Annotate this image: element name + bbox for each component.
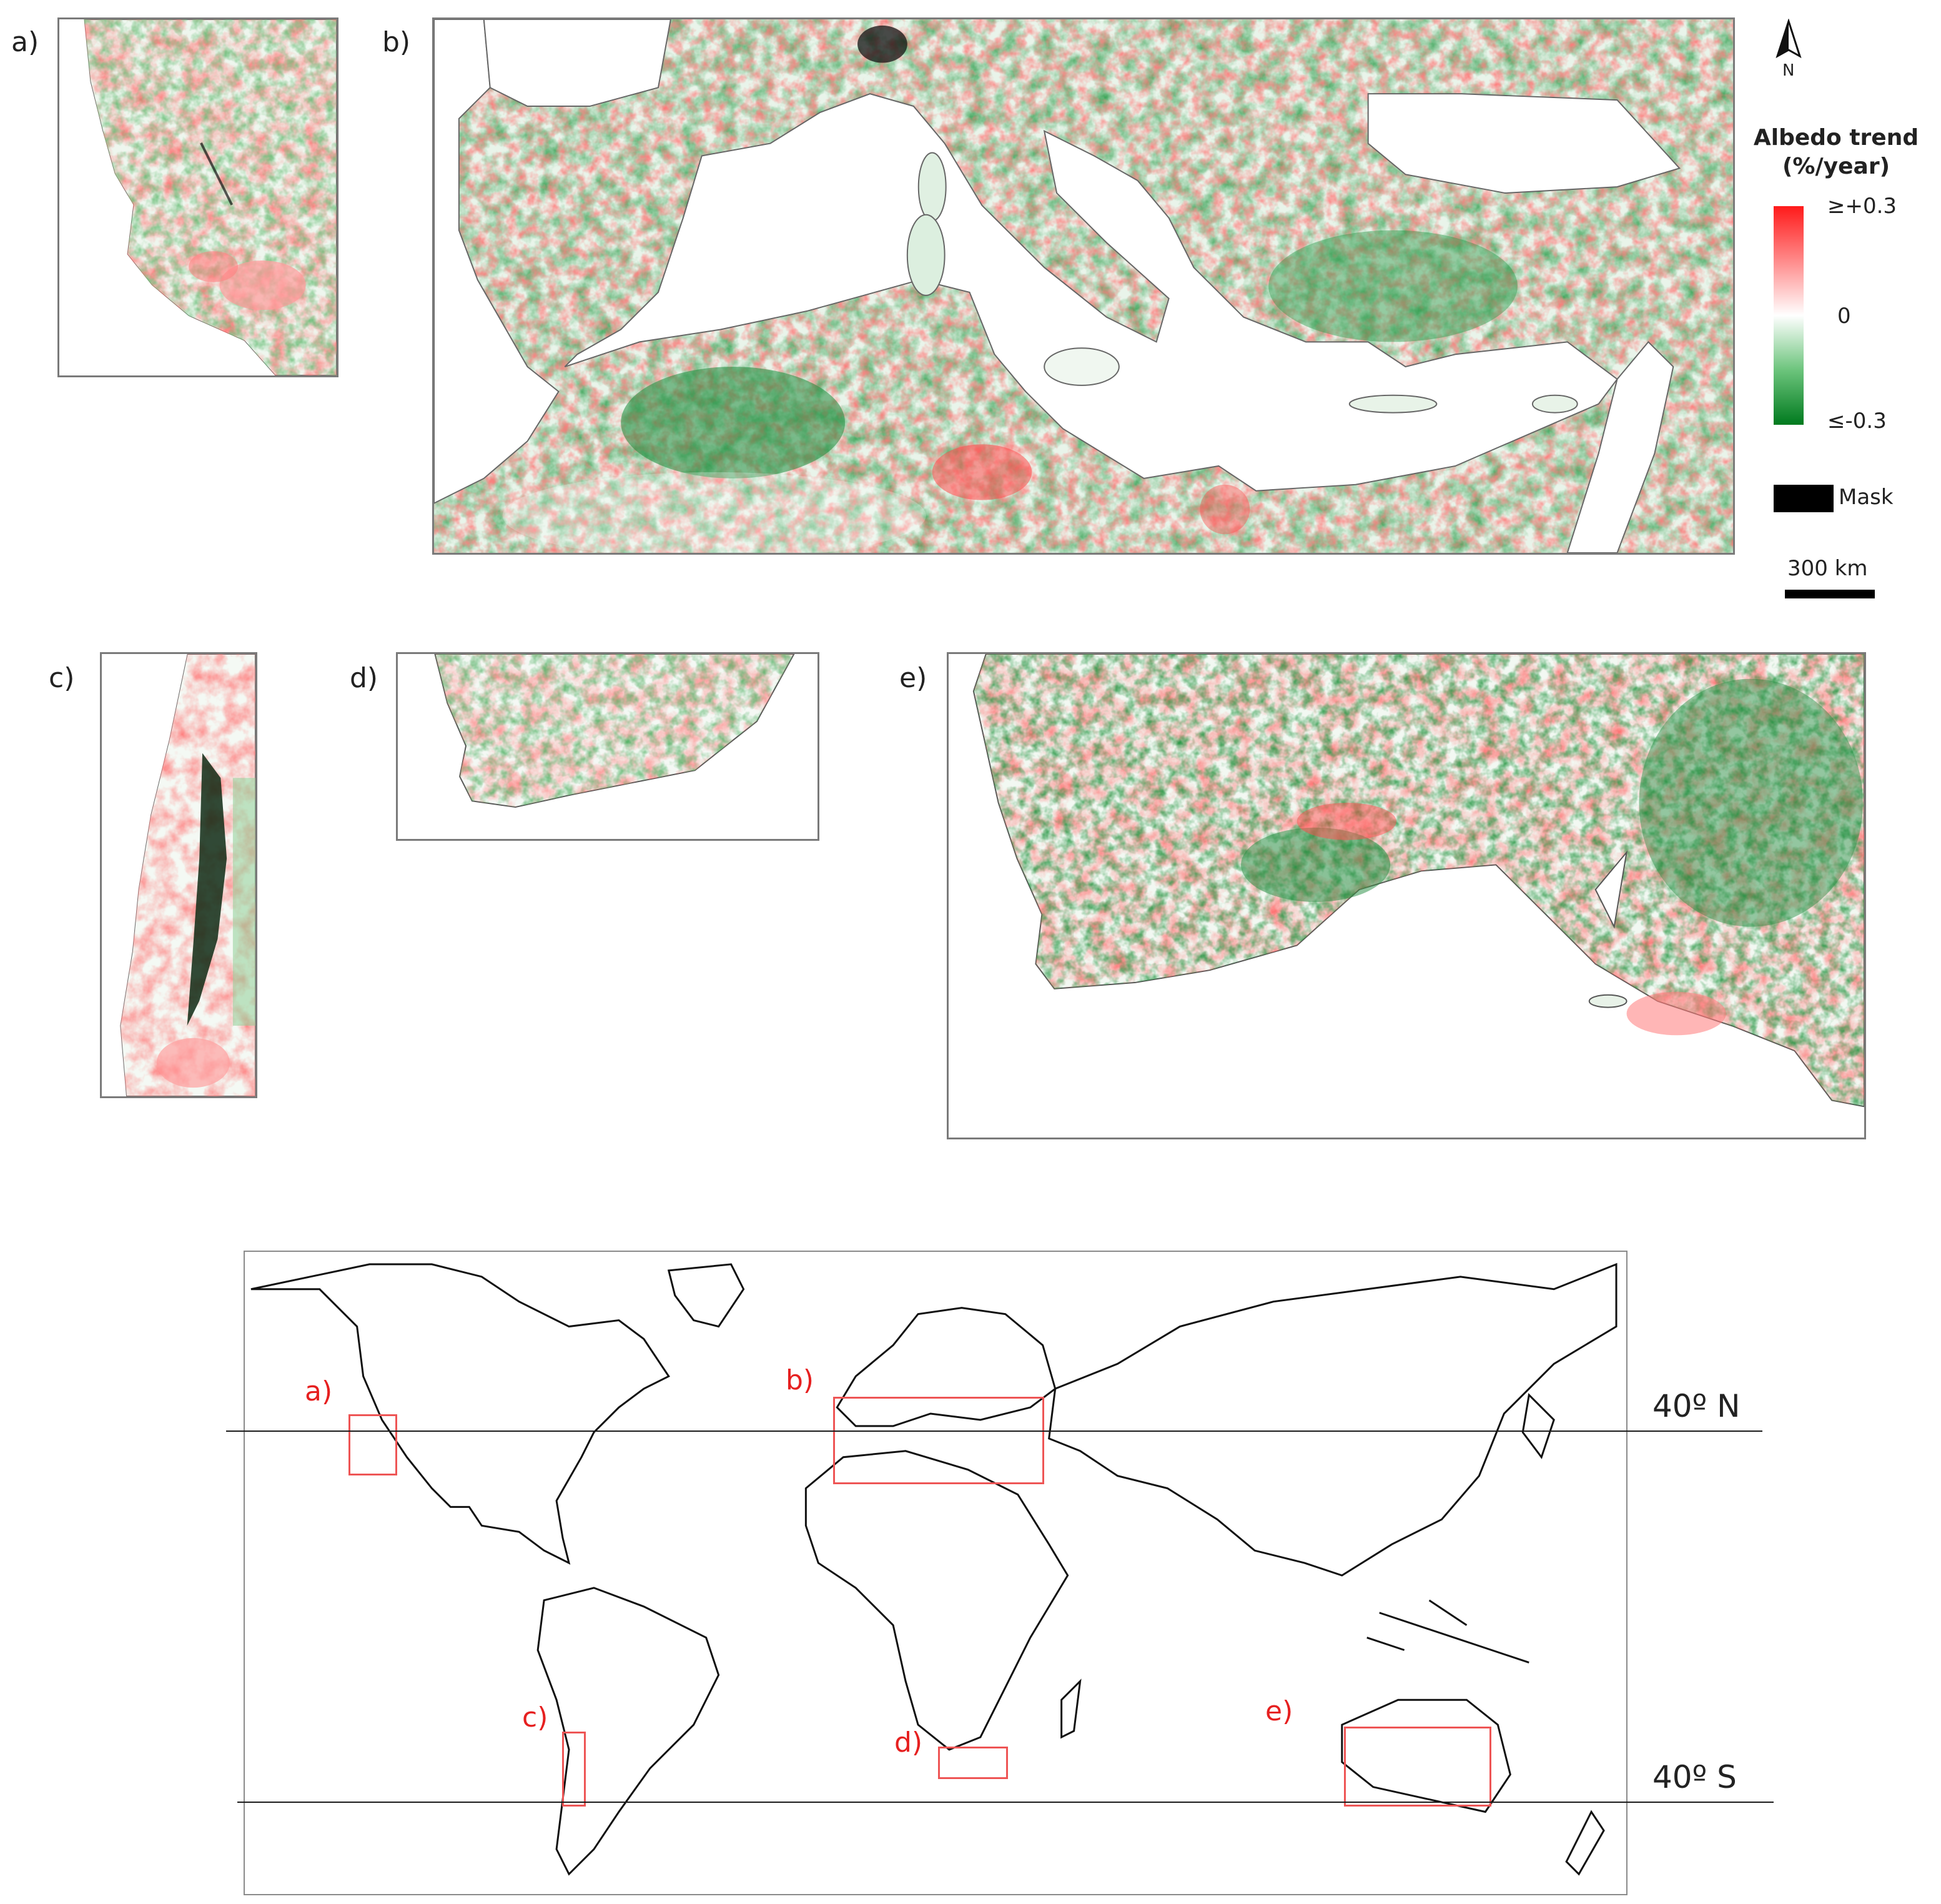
- crete: [1348, 394, 1438, 414]
- scale-label: 300 km: [1787, 556, 1868, 581]
- region-box-b[interactable]: [833, 1397, 1044, 1484]
- japan-outline: [1521, 1392, 1555, 1459]
- region-label-b: b): [786, 1364, 814, 1396]
- legend-title-line2: (%/year): [1782, 154, 1890, 179]
- colorbar-tick-min: ≤-0.3: [1827, 409, 1887, 434]
- panel-c-label: c): [49, 662, 75, 694]
- mask-label: Mask: [1839, 485, 1894, 510]
- legend-title: Albedo trend (%/year): [1736, 124, 1936, 181]
- latitude-label-40n: 40º N: [1652, 1388, 1741, 1424]
- madagascar-outline: [1060, 1678, 1082, 1739]
- region-label-e: e): [1265, 1695, 1293, 1727]
- panel-b-map: [432, 17, 1735, 555]
- north-label: N: [1782, 61, 1795, 80]
- south-america-outline: [536, 1587, 720, 1876]
- region-box-c[interactable]: [562, 1732, 586, 1807]
- colorbar-tick-mid: 0: [1837, 304, 1851, 329]
- panel-e-map: [947, 652, 1866, 1139]
- legend-title-line1: Albedo trend: [1753, 125, 1919, 151]
- region-box-a[interactable]: [348, 1414, 397, 1475]
- mediterranean-sea: [564, 93, 1618, 492]
- region-box-e[interactable]: [1344, 1727, 1491, 1807]
- panel-a-map: [57, 17, 338, 377]
- panel-d-map: [396, 652, 819, 841]
- scale-bar: [1785, 590, 1875, 598]
- panel-d-label: d): [350, 662, 378, 694]
- north-america-outline: [250, 1263, 670, 1565]
- north-arrow-icon: [1776, 19, 1802, 59]
- asia-outline: [1048, 1262, 1618, 1577]
- region-label-d: d): [894, 1727, 923, 1758]
- sardinia: [906, 214, 946, 296]
- region-label-a: a): [305, 1376, 333, 1407]
- world-overview-map: a) b) c) d) e): [244, 1251, 1627, 1895]
- colorbar: [1774, 206, 1804, 425]
- new-zealand-outline: [1565, 1810, 1605, 1876]
- australia-outline: [1341, 1698, 1511, 1813]
- europe-outline: [836, 1307, 1057, 1427]
- indonesia-outline: [1366, 1599, 1529, 1664]
- panel-b-label: b): [382, 26, 411, 58]
- panel-c-map: [100, 652, 257, 1098]
- panel-a-label: a): [11, 26, 39, 58]
- latitude-line-40s: [237, 1802, 1774, 1803]
- alps-mask: [857, 25, 907, 63]
- latitude-label-40s: 40º S: [1652, 1759, 1737, 1795]
- region-label-c: c): [522, 1702, 548, 1733]
- latitude-line-40n: [226, 1430, 1762, 1432]
- andes-mask: [187, 753, 227, 1026]
- mask-swatch: [1774, 485, 1834, 512]
- black-sea: [1367, 93, 1681, 194]
- colorbar-tick-max: ≥+0.3: [1827, 194, 1897, 219]
- sicily: [1044, 347, 1120, 386]
- region-box-d[interactable]: [938, 1747, 1008, 1779]
- corsica: [917, 152, 947, 222]
- greenland-outline: [667, 1263, 745, 1328]
- tunisia-red: [1200, 484, 1250, 535]
- bay-of-biscay: [483, 19, 671, 107]
- cyprus: [1531, 394, 1578, 414]
- africa-outline: [804, 1450, 1069, 1751]
- levant-sea: [1566, 340, 1674, 553]
- panel-e-label: e): [899, 662, 927, 694]
